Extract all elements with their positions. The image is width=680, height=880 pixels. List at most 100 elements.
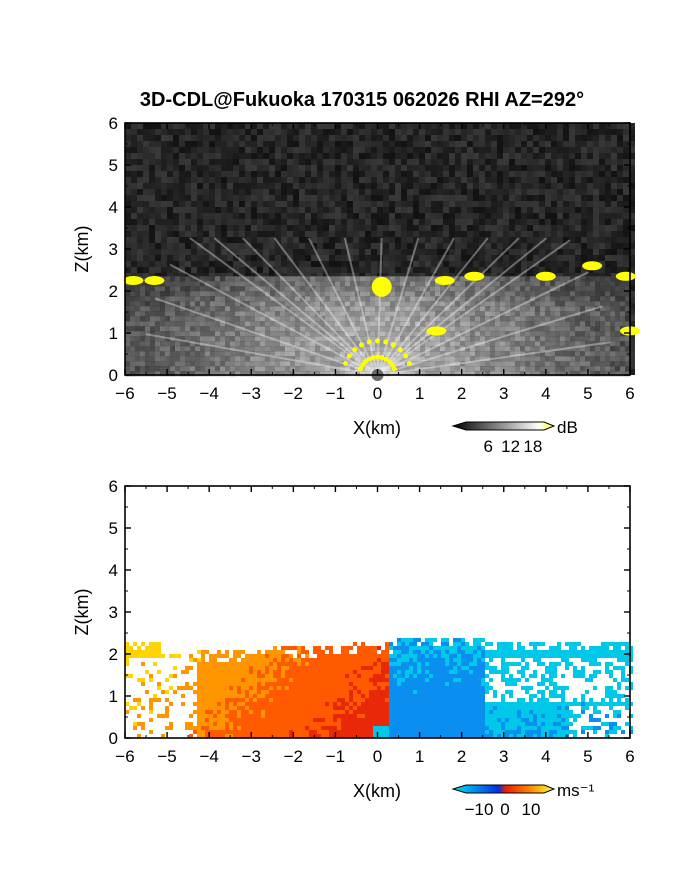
echo-cell: [320, 336, 325, 342]
noise-cell: [305, 225, 311, 231]
noise-cell: [227, 273, 233, 279]
noise-cell: [449, 135, 455, 141]
noise-cell: [305, 207, 311, 213]
echo-cell: [505, 336, 510, 342]
noise-cell: [203, 177, 209, 183]
echo-cell: [135, 296, 140, 302]
noise-cell: [539, 249, 545, 255]
noise-cell: [623, 213, 629, 219]
noise-cell: [269, 219, 275, 225]
echo-cell: [365, 316, 370, 322]
echo-cell: [335, 316, 340, 322]
noise-cell: [575, 237, 581, 243]
echo-cell: [125, 341, 130, 347]
echo-cell: [340, 291, 345, 297]
noise-cell: [575, 159, 581, 165]
noise-cell: [131, 237, 137, 243]
echo-cell: [620, 296, 625, 302]
noise-cell: [143, 141, 149, 147]
echo-cell: [570, 311, 575, 317]
noise-cell: [281, 231, 287, 237]
echo-cell: [450, 281, 455, 287]
noise-cell: [155, 237, 161, 243]
noise-cell: [179, 141, 185, 147]
noise-cell: [563, 141, 569, 147]
noise-cell: [263, 255, 269, 261]
noise-cell: [515, 213, 521, 219]
noise-cell: [341, 225, 347, 231]
echo-cell: [140, 291, 145, 297]
echo-cell: [390, 316, 395, 322]
noise-cell: [287, 147, 293, 153]
noise-cell: [311, 237, 317, 243]
echo-cell: [260, 296, 265, 302]
noise-cell: [257, 231, 263, 237]
noise-cell: [479, 123, 485, 129]
echo-cell: [150, 336, 155, 342]
noise-cell: [629, 339, 635, 345]
echo-cell: [260, 301, 265, 307]
noise-cell: [551, 225, 557, 231]
echo-cell: [130, 336, 135, 342]
noise-cell: [137, 177, 143, 183]
noise-cell: [383, 249, 389, 255]
noise-cell: [467, 129, 473, 135]
noise-cell: [377, 135, 383, 141]
noise-cell: [197, 135, 203, 141]
echo-cell: [145, 326, 150, 332]
noise-cell: [257, 123, 263, 129]
echo-cell: [530, 286, 535, 292]
echo-cell: [240, 286, 245, 292]
noise-cell: [155, 225, 161, 231]
echo-cell: [550, 291, 555, 297]
echo-cell: [190, 296, 195, 302]
echo-cell: [175, 291, 180, 297]
echo-cell: [235, 336, 240, 342]
echo-cell: [560, 321, 565, 327]
echo-cell: [530, 276, 535, 282]
echo-cell: [425, 306, 430, 312]
echo-cell: [385, 336, 390, 342]
noise-cell: [131, 195, 137, 201]
noise-cell: [437, 255, 443, 261]
echo-cell: [290, 311, 295, 317]
noise-cell: [383, 195, 389, 201]
echo-cell: [320, 316, 325, 322]
noise-cell: [491, 123, 497, 129]
noise-cell: [191, 207, 197, 213]
noise-cell: [611, 147, 617, 153]
echo-cell: [550, 316, 555, 322]
noise-cell: [623, 267, 629, 273]
noise-cell: [629, 237, 635, 243]
noise-cell: [179, 195, 185, 201]
echo-cell: [590, 336, 595, 342]
echo-cell: [400, 286, 405, 292]
noise-cell: [185, 189, 191, 195]
noise-cell: [413, 159, 419, 165]
echo-cell: [260, 306, 265, 312]
noise-cell: [131, 201, 137, 207]
noise-cell: [395, 267, 401, 273]
echo-cell: [180, 326, 185, 332]
echo-cell: [420, 336, 425, 342]
echo-cell: [260, 321, 265, 327]
echo-cell: [305, 286, 310, 292]
echo-cell: [445, 301, 450, 307]
echo-cell: [285, 321, 290, 327]
noise-cell: [239, 243, 245, 249]
noise-cell: [491, 225, 497, 231]
echo-cell: [285, 341, 290, 347]
noise-cell: [197, 201, 203, 207]
echo-cell: [580, 276, 585, 282]
echo-cell: [475, 311, 480, 317]
noise-cell: [239, 165, 245, 171]
noise-cell: [143, 219, 149, 225]
noise-cell: [203, 225, 209, 231]
noise-cell: [605, 183, 611, 189]
echo-cell: [335, 306, 340, 312]
echo-cell: [410, 321, 415, 327]
echo-cell: [275, 331, 280, 337]
echo-cell: [135, 301, 140, 307]
noise-cell: [167, 129, 173, 135]
noise-cell: [251, 273, 257, 279]
